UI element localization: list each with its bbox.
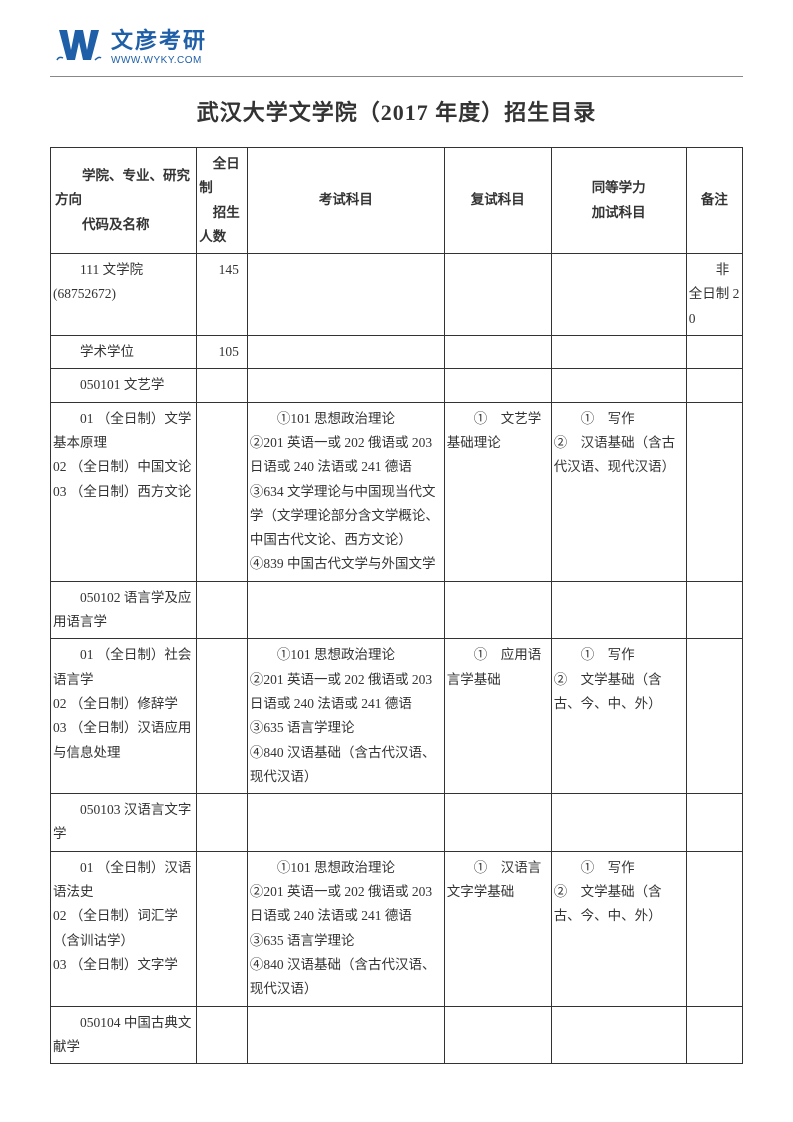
cell-empty bbox=[197, 369, 248, 402]
header-col3: 考试科目 bbox=[247, 148, 444, 254]
table-row: 01 （全日制）汉语语法史02 （全日制）词汇学（含训诂学）03 （全日制）文字… bbox=[51, 851, 743, 1006]
cell-additional: ① 写作② 文学基础（含古、今、中、外） bbox=[551, 639, 686, 794]
cell-retest bbox=[444, 581, 551, 639]
cell-program: 01 （全日制）社会语言学02 （全日制）修辞学03 （全日制）汉语应用与信息处… bbox=[51, 639, 197, 794]
cell-note bbox=[686, 794, 742, 852]
cell-program: 学术学位 bbox=[51, 336, 197, 369]
cell-empty bbox=[686, 369, 742, 402]
table-row: 111 文学院(68752672)145 非全日制 20 bbox=[51, 254, 743, 336]
cell-count bbox=[197, 639, 248, 794]
cell-additional bbox=[551, 254, 686, 336]
cell-empty bbox=[247, 369, 444, 402]
cell-exam: ①101 思想政治理论②201 英语一或 202 俄语或 203 日语或 240… bbox=[247, 639, 444, 794]
header-col2: 全日 制 招生 人数 bbox=[197, 148, 248, 254]
cell-additional: ① 写作② 汉语基础（含古代汉语、现代汉语） bbox=[551, 402, 686, 581]
cell-additional bbox=[551, 336, 686, 369]
header-col1: 学院、专业、研究 方向 代码及名称 bbox=[51, 148, 197, 254]
cell-exam: ①101 思想政治理论②201 英语一或 202 俄语或 203 日语或 240… bbox=[247, 851, 444, 1006]
cell-additional bbox=[551, 581, 686, 639]
cell-count: 105 bbox=[197, 336, 248, 369]
cell-exam bbox=[247, 1006, 444, 1064]
cell-program: 01 （全日制）文学基本原理02 （全日制）中国文论03 （全日制）西方文论 bbox=[51, 402, 197, 581]
cell-exam: ①101 思想政治理论②201 英语一或 202 俄语或 203 日语或 240… bbox=[247, 402, 444, 581]
cell-program: 111 文学院(68752672) bbox=[51, 254, 197, 336]
table-row: 学术学位105 bbox=[51, 336, 743, 369]
cell-count bbox=[197, 794, 248, 852]
document-title: 武汉大学文学院（2017 年度）招生目录 bbox=[50, 95, 743, 127]
cell-exam bbox=[247, 794, 444, 852]
logo-area: 文彦考研 WWW.WYKY.COM bbox=[50, 20, 743, 68]
table-row: 050103 汉语言文字学 bbox=[51, 794, 743, 852]
header-col5: 同等学力 加试科目 bbox=[551, 148, 686, 254]
cell-count bbox=[197, 1006, 248, 1064]
cell-note bbox=[686, 581, 742, 639]
header-divider bbox=[50, 76, 743, 77]
cell-exam bbox=[247, 581, 444, 639]
cell-program: 01 （全日制）汉语语法史02 （全日制）词汇学（含训诂学）03 （全日制）文字… bbox=[51, 851, 197, 1006]
cell-retest: ① 应用语言学基础 bbox=[444, 639, 551, 794]
cell-exam bbox=[247, 254, 444, 336]
table-row: 01 （全日制）文学基本原理02 （全日制）中国文论03 （全日制）西方文论 ①… bbox=[51, 402, 743, 581]
cell-additional: ① 写作② 文学基础（含古、今、中、外） bbox=[551, 851, 686, 1006]
cell-additional bbox=[551, 1006, 686, 1064]
cell-additional bbox=[551, 794, 686, 852]
cell-exam bbox=[247, 336, 444, 369]
cell-retest bbox=[444, 254, 551, 336]
cell-note bbox=[686, 336, 742, 369]
cell-program: 050102 语言学及应用语言学 bbox=[51, 581, 197, 639]
cell-count: 145 bbox=[197, 254, 248, 336]
admissions-table: 学院、专业、研究 方向 代码及名称 全日 制 招生 人数 考试科目 复试科目 bbox=[50, 147, 743, 1064]
cell-note bbox=[686, 851, 742, 1006]
cell-empty bbox=[551, 369, 686, 402]
cell-retest bbox=[444, 794, 551, 852]
logo-url: WWW.WYKY.COM bbox=[111, 55, 207, 66]
cell-note bbox=[686, 402, 742, 581]
cell-note bbox=[686, 639, 742, 794]
cell-program: 050104 中国古典文献学 bbox=[51, 1006, 197, 1064]
cell-retest: ① 汉语言文字学基础 bbox=[444, 851, 551, 1006]
cell-program: 050103 汉语言文字学 bbox=[51, 794, 197, 852]
logo-icon bbox=[55, 20, 103, 68]
cell-retest: ① 文艺学基础理论 bbox=[444, 402, 551, 581]
header-col4: 复试科目 bbox=[444, 148, 551, 254]
table-row: 050101 文艺学 bbox=[51, 369, 743, 402]
cell-retest bbox=[444, 336, 551, 369]
header-col6: 备注 bbox=[686, 148, 742, 254]
table-row: 050102 语言学及应用语言学 bbox=[51, 581, 743, 639]
cell-empty bbox=[444, 369, 551, 402]
cell-program: 050101 文艺学 bbox=[51, 369, 197, 402]
cell-count bbox=[197, 581, 248, 639]
logo-title: 文彦考研 bbox=[111, 23, 207, 55]
table-row: 050104 中国古典文献学 bbox=[51, 1006, 743, 1064]
cell-count bbox=[197, 851, 248, 1006]
cell-note bbox=[686, 1006, 742, 1064]
table-row: 01 （全日制）社会语言学02 （全日制）修辞学03 （全日制）汉语应用与信息处… bbox=[51, 639, 743, 794]
cell-retest bbox=[444, 1006, 551, 1064]
cell-count bbox=[197, 402, 248, 581]
cell-note: 非全日制 20 bbox=[686, 254, 742, 336]
